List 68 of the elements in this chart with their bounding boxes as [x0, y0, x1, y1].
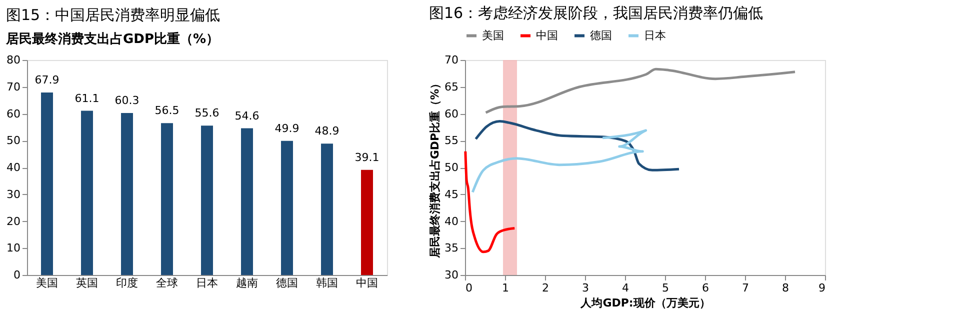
- x-tick-label: 7: [742, 282, 749, 294]
- y-tick-label: 45: [444, 188, 458, 201]
- x-tick-label: 8: [782, 282, 789, 294]
- chart-title: 图15：中国居民消费率明显偏低: [6, 6, 220, 24]
- data-label: 60.3: [114, 94, 140, 107]
- y-tick-label: 55: [444, 134, 458, 148]
- line-series: [484, 68, 796, 114]
- line-series: [464, 150, 516, 254]
- legend-label: 德国: [590, 28, 612, 42]
- line-series: [471, 129, 648, 194]
- x-tick-label: 德国: [276, 276, 298, 290]
- x-tick-label: 全球: [156, 276, 178, 290]
- x-tick-label: 美国: [36, 276, 58, 290]
- bar: [321, 144, 333, 275]
- y-tick-label: 30: [6, 188, 20, 201]
- x-tick-label: 日本: [196, 276, 218, 290]
- data-label: 54.6: [234, 109, 260, 122]
- legend-label: 美国: [482, 28, 504, 42]
- x-tick-label: 1: [502, 282, 509, 294]
- x-axis-title: 人均GDP:现价（万美元）: [580, 296, 710, 310]
- y-tick-label: 40: [6, 161, 20, 174]
- y-tick-label: 30: [444, 268, 458, 282]
- y-tick-label: 70: [6, 80, 20, 94]
- y-tick-label: 70: [444, 54, 458, 66]
- data-label: 61.1: [74, 92, 100, 105]
- x-tick-label: 英国: [76, 276, 98, 290]
- y-tick-label: 0: [14, 268, 20, 282]
- y-tick-label: 20: [6, 214, 20, 228]
- data-label: 49.9: [274, 122, 300, 135]
- y-tick-label: 80: [6, 54, 20, 66]
- y-tick-label: 50: [444, 161, 458, 174]
- bar: [161, 123, 173, 275]
- bar: [121, 112, 133, 275]
- bar: [361, 170, 373, 275]
- y-axis-title: 居民最终消费支出占GDP比重（%）: [428, 78, 442, 260]
- x-tick-label: 9: [818, 282, 826, 294]
- y-tick-label: 60: [444, 107, 458, 120]
- x-tick-label: 韩国: [316, 276, 338, 290]
- y-tick-label: 40: [444, 214, 458, 228]
- x-tick-label: 2: [542, 282, 549, 294]
- y-tick-label: 50: [6, 134, 20, 148]
- y-tick-label: 65: [444, 80, 458, 94]
- data-label: 48.9: [314, 124, 340, 138]
- x-tick-label: 越南: [236, 276, 258, 290]
- line-series: [474, 120, 680, 172]
- data-label: 55.6: [194, 106, 220, 120]
- x-tick-label: 4: [622, 282, 629, 294]
- x-tick-label: 3: [582, 282, 589, 294]
- data-label: 56.5: [154, 104, 180, 118]
- bar: [281, 140, 293, 275]
- legend-label: 中国: [536, 28, 558, 42]
- bar: [241, 128, 253, 275]
- y-tick-label: 35: [444, 242, 458, 255]
- data-label: 67.9: [34, 74, 60, 87]
- bar: [41, 92, 53, 275]
- bar: [81, 110, 93, 275]
- y-tick-label: 60: [6, 107, 20, 120]
- chart-title: 图16：考虑经济发展阶段，我国居民消费率仍偏低: [429, 4, 764, 22]
- x-tick-label: 5: [662, 282, 669, 294]
- data-label: 39.1: [354, 150, 380, 164]
- x-tick-label: 6: [702, 282, 709, 294]
- bar: [201, 126, 213, 275]
- x-tick-label: 0: [466, 282, 472, 294]
- x-tick-label: 印度: [116, 276, 138, 290]
- x-tick-label: 中国: [356, 276, 378, 290]
- legend-label: 日本: [644, 28, 666, 42]
- y-tick-label: 10: [6, 242, 20, 255]
- chart-subtitle: 居民最终消费支出占GDP比重（%）: [5, 31, 220, 47]
